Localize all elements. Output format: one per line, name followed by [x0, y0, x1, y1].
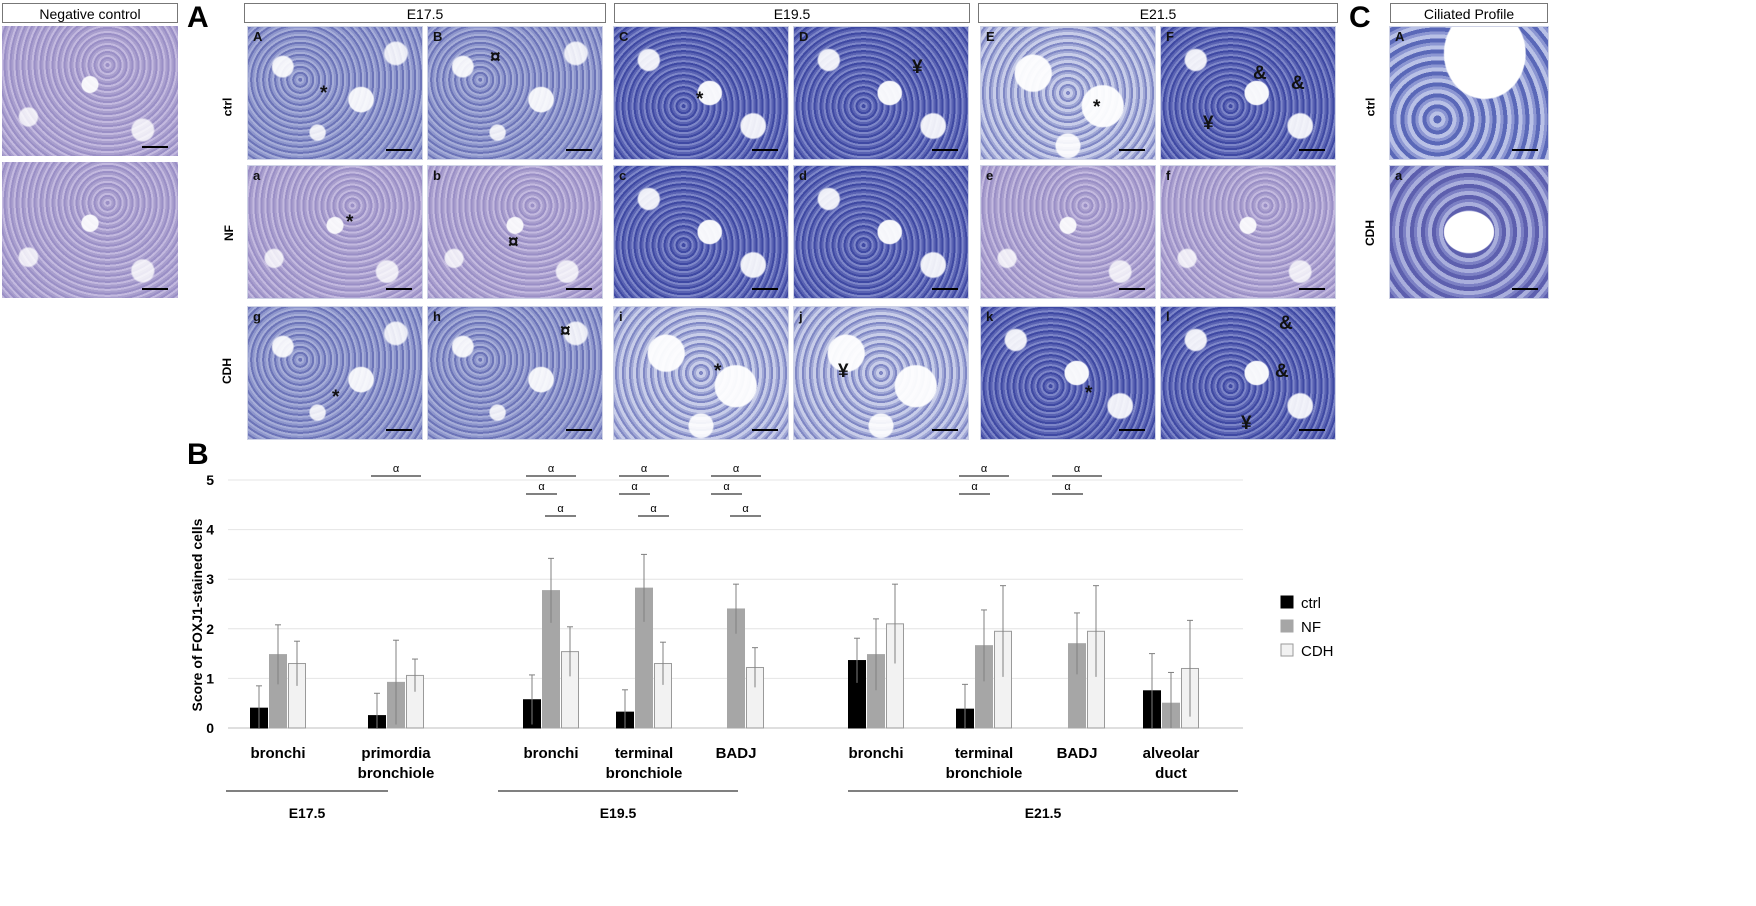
- micrograph-ctrl-E: E *: [980, 26, 1156, 160]
- significance-symbol: α: [650, 503, 657, 515]
- row-label-nf: NF: [222, 225, 236, 241]
- legend-swatch-NF: [1280, 619, 1294, 633]
- category-label: bronchiole: [606, 765, 683, 782]
- micrograph-cdh-h: h ¤: [427, 306, 603, 440]
- significance-symbol: α: [641, 463, 648, 475]
- category-label: primordia: [361, 745, 431, 762]
- panel-c-letter: C: [1349, 1, 1371, 34]
- micrograph-ctrl-F: F & & ¥: [1160, 26, 1336, 160]
- stage-label: E21.5: [1025, 805, 1062, 821]
- significance-symbol: α: [557, 503, 564, 515]
- y-tick-label: 4: [206, 522, 214, 538]
- stage-label: E17.5: [289, 805, 326, 821]
- category-label: terminal: [955, 745, 1013, 762]
- y-tick-label: 3: [206, 571, 214, 587]
- significance-symbol: α: [723, 481, 730, 493]
- row-label-ctrl: ctrl: [220, 97, 235, 117]
- micrograph-nf-c: c: [613, 165, 789, 299]
- negative-control-image-bottom: [2, 162, 178, 298]
- category-label: bronchi: [524, 745, 579, 762]
- legend-label-ctrl: ctrl: [1301, 595, 1321, 612]
- stage-header-e17-5: E17.5: [244, 3, 606, 23]
- category-label: BADJ: [1057, 745, 1098, 762]
- micrograph-cdh-k: k *: [980, 306, 1156, 440]
- negative-control-image-top: [2, 26, 178, 156]
- significance-symbol: α: [742, 503, 749, 515]
- legend-label-NF: NF: [1301, 619, 1321, 636]
- y-tick-label: 1: [206, 670, 214, 686]
- significance-symbol: α: [733, 463, 740, 475]
- significance-symbol: α: [548, 463, 555, 475]
- y-axis-title: Score of FOXJ1-stained cells: [189, 518, 205, 711]
- stage-label: E19.5: [600, 805, 637, 821]
- significance-symbol: α: [631, 481, 638, 493]
- panel-a-letter: A: [187, 1, 209, 34]
- scale-bar: [142, 146, 168, 148]
- ciliated-image-ctrl: A: [1389, 26, 1549, 160]
- micrograph-nf-b: b ¤: [427, 165, 603, 299]
- significance-symbol: α: [981, 463, 988, 475]
- row-label-cdh: CDH: [220, 358, 234, 384]
- micrograph-nf-e: e: [980, 165, 1156, 299]
- micrograph-nf-a: a *: [247, 165, 423, 299]
- category-label: terminal: [615, 745, 673, 762]
- legend-swatch-CDH: [1280, 643, 1294, 657]
- significance-symbol: α: [393, 463, 400, 475]
- category-label: bronchiole: [358, 765, 435, 782]
- category-label: bronchi: [251, 745, 306, 762]
- micrograph-ctrl-B: B ¤: [427, 26, 603, 160]
- y-tick-label: 5: [206, 472, 214, 488]
- legend-swatch-ctrl: [1280, 595, 1294, 609]
- significance-symbol: α: [538, 481, 545, 493]
- stage-header-e21-5: E21.5: [978, 3, 1338, 23]
- ciliated-profile-title: Ciliated Profile: [1390, 3, 1548, 23]
- category-label: alveolar: [1143, 745, 1200, 762]
- significance-symbol: α: [1074, 463, 1081, 475]
- micrograph-cdh-g: g *: [247, 306, 423, 440]
- micrograph-ctrl-A: A *: [247, 26, 423, 160]
- negative-control-title: Negative control: [2, 3, 178, 23]
- micrograph-cdh-i: i *: [613, 306, 789, 440]
- micrograph-nf-f: f: [1160, 165, 1336, 299]
- ciliated-image-cdh: a: [1389, 165, 1549, 299]
- category-label: bronchiole: [946, 765, 1023, 782]
- stage-header-e19-5: E19.5: [614, 3, 970, 23]
- significance-symbol: α: [1064, 481, 1071, 493]
- micrograph-cdh-j: j ¥: [793, 306, 969, 440]
- micrograph-cdh-l: l & & ¥: [1160, 306, 1336, 440]
- micrograph-ctrl-C: C *: [613, 26, 789, 160]
- category-label: bronchi: [849, 745, 904, 762]
- significance-symbol: α: [971, 481, 978, 493]
- panel-b-letter: B: [187, 438, 209, 471]
- panel-c-row-label-cdh: CDH: [1363, 220, 1377, 246]
- category-label: BADJ: [716, 745, 757, 762]
- legend-label-CDH: CDH: [1301, 643, 1334, 660]
- panel-c-row-label-ctrl: ctrl: [1363, 97, 1378, 117]
- micrograph-nf-d: d: [793, 165, 969, 299]
- category-label: duct: [1155, 765, 1187, 782]
- scale-bar: [142, 288, 168, 290]
- y-tick-label: 2: [206, 621, 214, 637]
- micrograph-ctrl-D: D ¥: [793, 26, 969, 160]
- y-tick-label: 0: [206, 720, 214, 736]
